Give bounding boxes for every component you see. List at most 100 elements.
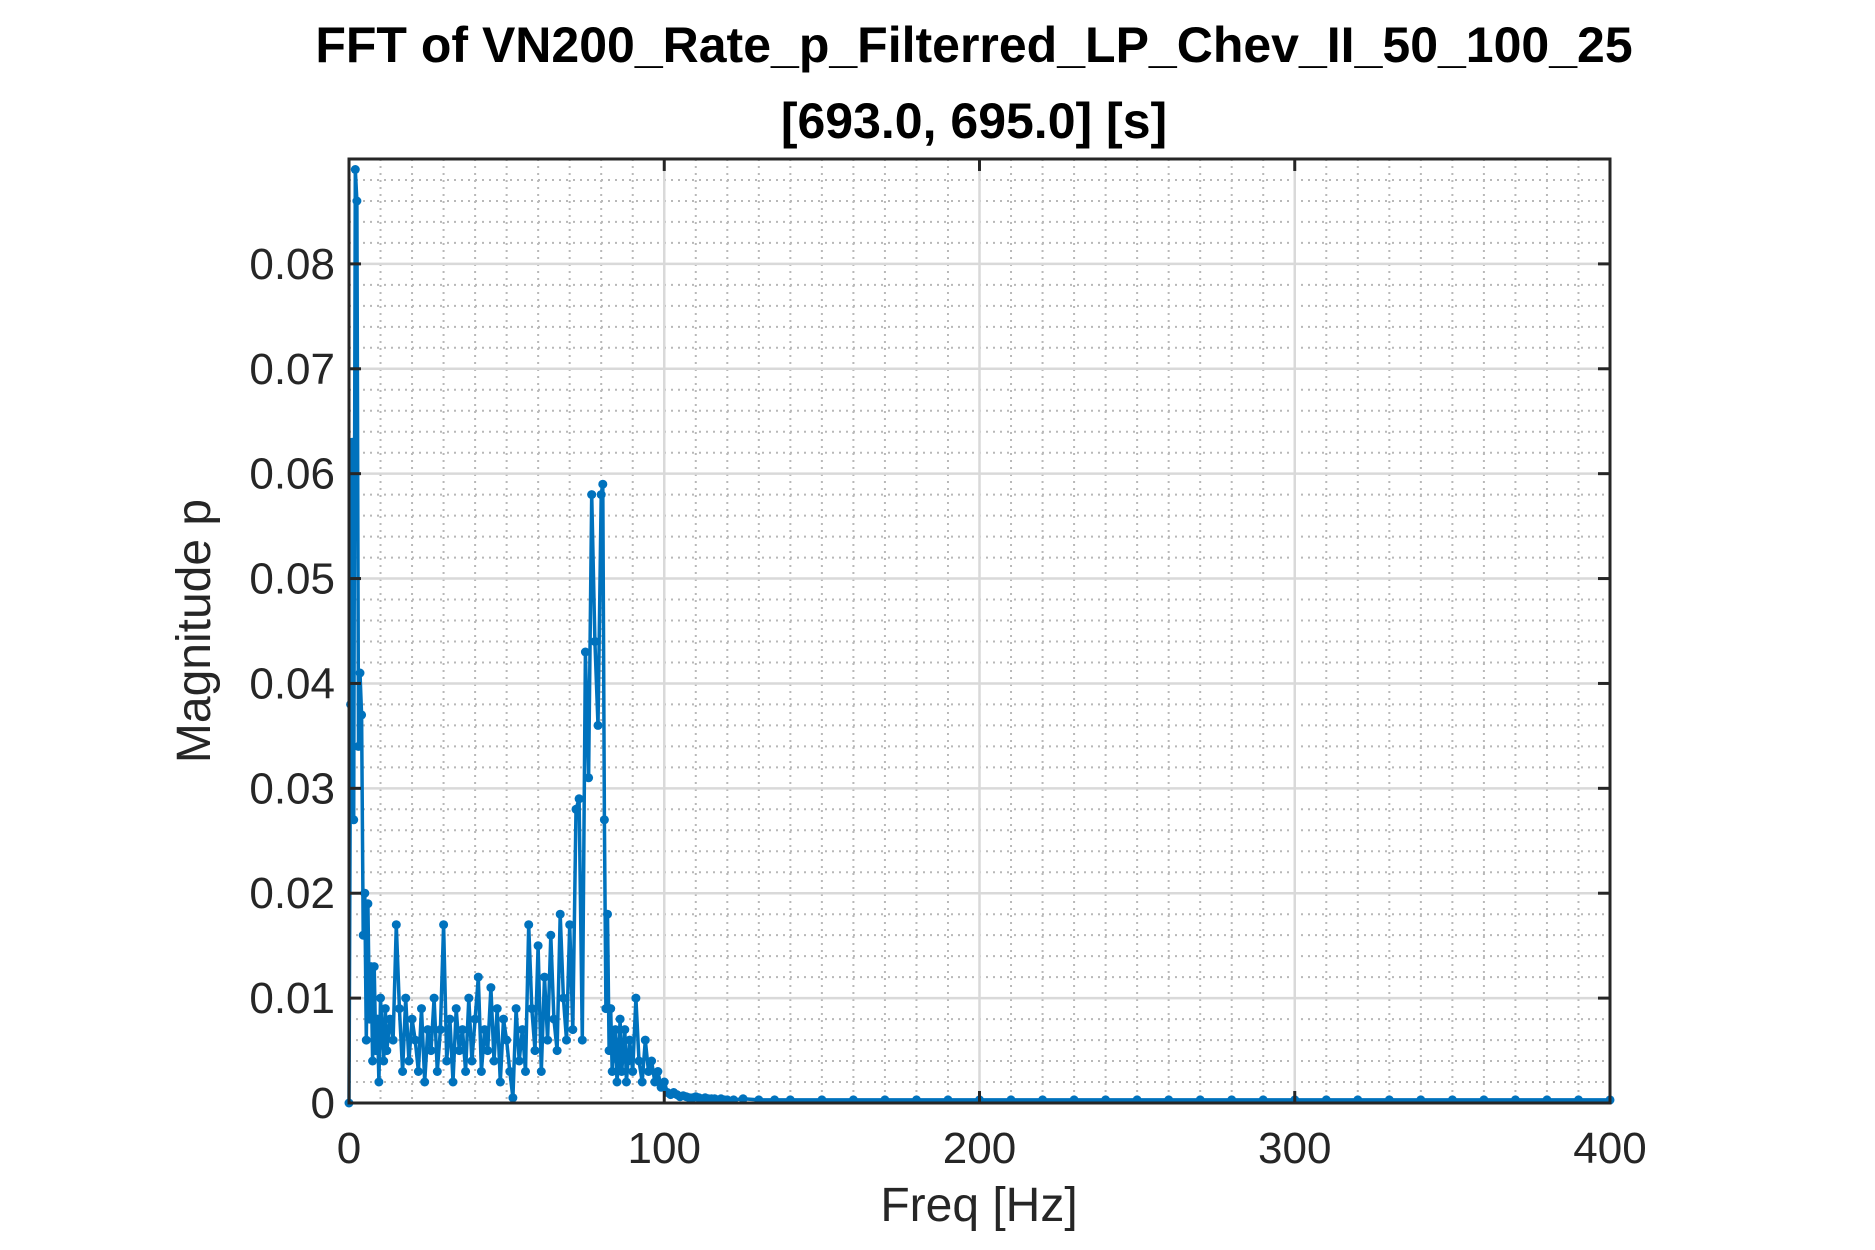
data-point xyxy=(458,1025,467,1035)
data-point xyxy=(486,983,496,993)
data-point xyxy=(435,1025,445,1035)
data-point xyxy=(464,993,474,1003)
data-point xyxy=(376,993,385,1003)
data-point xyxy=(508,1093,518,1103)
data-point xyxy=(610,1025,620,1035)
data-point xyxy=(354,741,363,751)
data-point xyxy=(361,1035,371,1045)
data-point xyxy=(738,1094,748,1104)
data-point xyxy=(346,699,356,709)
data-point xyxy=(454,1046,464,1056)
data-point xyxy=(380,1004,390,1014)
y-tick-label: 0.02 xyxy=(249,869,335,918)
data-point xyxy=(607,1067,617,1076)
data-point xyxy=(628,1067,638,1076)
data-point xyxy=(540,972,549,982)
y-tick-label: 0.04 xyxy=(249,659,335,708)
data-point xyxy=(555,909,565,919)
data-point xyxy=(461,1067,471,1076)
data-point xyxy=(580,647,590,657)
y-tick-label: 0 xyxy=(311,1079,335,1128)
data-point xyxy=(558,993,568,1003)
data-point xyxy=(398,1067,408,1076)
data-point xyxy=(631,993,641,1003)
data-point xyxy=(368,1056,378,1066)
series-layer xyxy=(344,165,1615,1108)
data-point xyxy=(371,1046,381,1056)
data-point xyxy=(495,1077,505,1087)
data-point xyxy=(404,1056,414,1066)
data-point xyxy=(571,804,581,814)
y-tick-label: 0.01 xyxy=(249,974,335,1023)
data-point xyxy=(603,909,612,919)
data-point xyxy=(562,1035,571,1045)
chart-subtitle: [693.0, 695.0] [s] xyxy=(781,93,1167,149)
data-point xyxy=(644,1067,653,1076)
data-point xyxy=(505,1067,515,1076)
data-point xyxy=(620,1025,630,1035)
data-point xyxy=(536,1067,546,1076)
data-point xyxy=(524,920,534,930)
data-point xyxy=(473,972,483,982)
y-tick-label: 0.06 xyxy=(249,450,335,499)
x-axis-label: Freq [Hz] xyxy=(880,1179,1077,1232)
data-point xyxy=(587,490,597,500)
y-tick-label: 0.03 xyxy=(249,764,335,813)
data-point xyxy=(596,490,606,500)
y-tick-label: 0.05 xyxy=(249,555,335,604)
data-point xyxy=(543,1035,553,1045)
data-point xyxy=(442,1056,452,1066)
data-point xyxy=(426,1046,436,1056)
data-point xyxy=(432,1067,442,1076)
data-point xyxy=(369,962,379,972)
x-tick-label: 300 xyxy=(1258,1124,1331,1173)
y-tick-label: 0.07 xyxy=(249,345,335,394)
data-point xyxy=(445,1014,455,1024)
data-point xyxy=(598,479,608,489)
data-point xyxy=(363,899,373,909)
data-point xyxy=(617,1067,627,1076)
data-point xyxy=(382,1046,392,1056)
x-tick-label: 200 xyxy=(943,1124,1016,1173)
data-point xyxy=(489,1056,499,1066)
data-point xyxy=(659,1077,669,1087)
plot-area xyxy=(344,157,1615,1108)
data-point xyxy=(439,920,449,930)
data-point xyxy=(590,637,600,646)
data-point xyxy=(615,1014,625,1024)
data-point xyxy=(609,1035,619,1045)
data-point xyxy=(577,1035,587,1045)
x-tick-label: 400 xyxy=(1573,1124,1646,1173)
data-point xyxy=(499,1014,508,1024)
y-tick-label: 0.08 xyxy=(249,240,335,289)
data-point xyxy=(604,1046,614,1056)
data-point xyxy=(413,1067,423,1076)
y-tick-labels: 0 0.01 0.02 0.03 0.04 0.05 0.06 0.07 0.08 xyxy=(249,240,335,1128)
data-point xyxy=(533,941,543,951)
data-point xyxy=(618,1046,628,1056)
x-tick-labels: 0 100 200 300 400 xyxy=(337,1124,1647,1173)
data-point xyxy=(634,1056,644,1066)
data-point xyxy=(621,1077,631,1087)
tick-marks xyxy=(347,159,1612,1105)
data-point xyxy=(401,993,411,1003)
data-point xyxy=(394,1004,404,1014)
data-point xyxy=(492,1004,502,1014)
data-point xyxy=(640,1035,650,1045)
data-point xyxy=(565,920,575,930)
data-point xyxy=(530,1046,540,1056)
data-point xyxy=(349,815,359,825)
data-point xyxy=(429,993,439,1003)
data-point xyxy=(350,165,360,174)
data-point xyxy=(584,773,594,783)
data-point xyxy=(552,1046,562,1056)
data-point xyxy=(521,1067,530,1076)
data-point xyxy=(451,1004,461,1014)
data-point xyxy=(420,1077,430,1087)
data-point xyxy=(599,815,609,825)
data-point xyxy=(385,1014,395,1024)
data-point xyxy=(355,668,365,678)
data-point xyxy=(423,1025,433,1035)
data-point xyxy=(546,930,556,940)
